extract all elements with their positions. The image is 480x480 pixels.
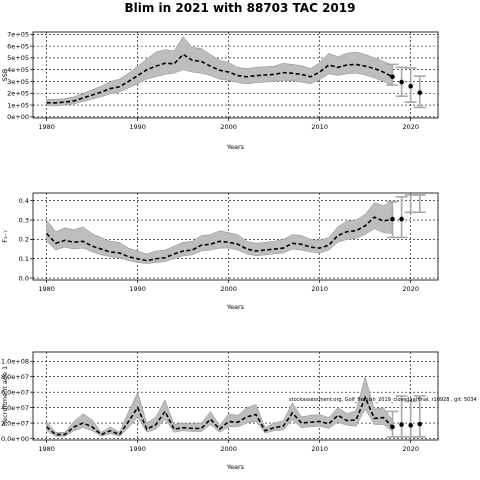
confidence-band	[46, 201, 393, 264]
panel-recruitment: 1980 1990 2000 2010 2020 0.0e+00 2.0e+07 4.0e+0…	[1, 351, 477, 471]
y-tick-label: 0.0	[19, 274, 29, 282]
x-tick-label: 1980	[38, 285, 55, 293]
y-tick-label: 0.1	[19, 255, 29, 263]
confidence-band	[46, 36, 393, 107]
x-tick-label: 1990	[129, 123, 146, 131]
x-tick-label: 2000	[220, 445, 237, 453]
plot-frame	[32, 351, 439, 441]
panel-f: 1980 1990 2000 2010 2020 0.0 0.1 0.2 0.3 0.4 Years…	[1, 192, 439, 311]
y-tick-label: 4.0e+07	[1, 404, 29, 412]
projection-point	[390, 216, 395, 222]
x-tick-label: 1990	[129, 445, 146, 453]
plot-frame	[32, 192, 439, 281]
y-axis-label: Recruitment age 1	[1, 366, 9, 426]
y-axis-label: F₃₋₇	[1, 230, 9, 243]
x-tick-label: 2010	[311, 445, 328, 453]
x-tick-label: 2020	[402, 123, 419, 131]
projection-point	[399, 79, 404, 85]
y-tick-label: 6.0e+07	[1, 388, 29, 396]
x-tick-label: 2010	[311, 285, 328, 293]
projection-point	[417, 90, 423, 95]
confidence-band	[46, 375, 393, 437]
x-tick-label: 1980	[38, 123, 55, 131]
x-tick-label: 2020	[402, 445, 419, 453]
estimate-line	[46, 216, 393, 262]
estimate-line	[46, 53, 393, 104]
y-tick-label: 0.4	[19, 197, 29, 205]
y-tick-label: 4e+05	[7, 66, 29, 74]
y-tick-label: 6e+05	[7, 42, 29, 50]
x-tick-label: 2020	[402, 285, 419, 293]
plot-frame	[32, 31, 439, 119]
y-tick-label: 7e+05	[7, 31, 29, 39]
y-tick-label: 0e+00	[7, 113, 29, 121]
projection-point	[417, 421, 423, 427]
x-axis-label: Years	[226, 143, 245, 151]
y-tick-label: 3e+05	[7, 78, 29, 86]
y-axis-label: SSB	[1, 69, 9, 82]
x-tick-label: 2000	[220, 285, 237, 293]
panel-ssb: 1980 1990 2000 2010 2020 0e+00 1e+05 2e+05 3e+05…	[1, 31, 439, 151]
x-axis-label: Years	[226, 463, 245, 471]
assessment-annotation: stockassessment.org, Golf_flemish_2019_c…	[289, 397, 477, 403]
projection-point	[399, 422, 404, 427]
x-tick-label: 2000	[220, 123, 237, 131]
x-tick-label: 1990	[129, 285, 146, 293]
projection-point	[390, 74, 395, 80]
projection-point	[399, 216, 404, 222]
y-tick-label: 0.0e+00	[1, 435, 29, 443]
y-tick-label: 0.2	[19, 236, 29, 244]
x-axis-label: Years	[226, 303, 245, 311]
chart-title: Blim in 2021 with 88703 TAC 2019	[125, 1, 356, 15]
projection-point	[408, 423, 413, 428]
y-tick-label: 2.0e+07	[1, 419, 29, 427]
y-tick-label: 2e+05	[7, 90, 29, 98]
y-tick-label: 5e+05	[7, 54, 29, 62]
x-tick-label: 2010	[311, 123, 328, 131]
x-tick-label: 1980	[38, 445, 55, 453]
y-tick-label: 8.0e+07	[1, 373, 29, 381]
y-tick-label: 1.0e+08	[1, 358, 29, 366]
projection-point	[408, 83, 413, 89]
y-tick-label: 0.3	[19, 216, 29, 224]
estimate-line	[46, 395, 394, 436]
y-tick-label: 1e+05	[7, 101, 29, 109]
projection-point	[390, 424, 395, 430]
